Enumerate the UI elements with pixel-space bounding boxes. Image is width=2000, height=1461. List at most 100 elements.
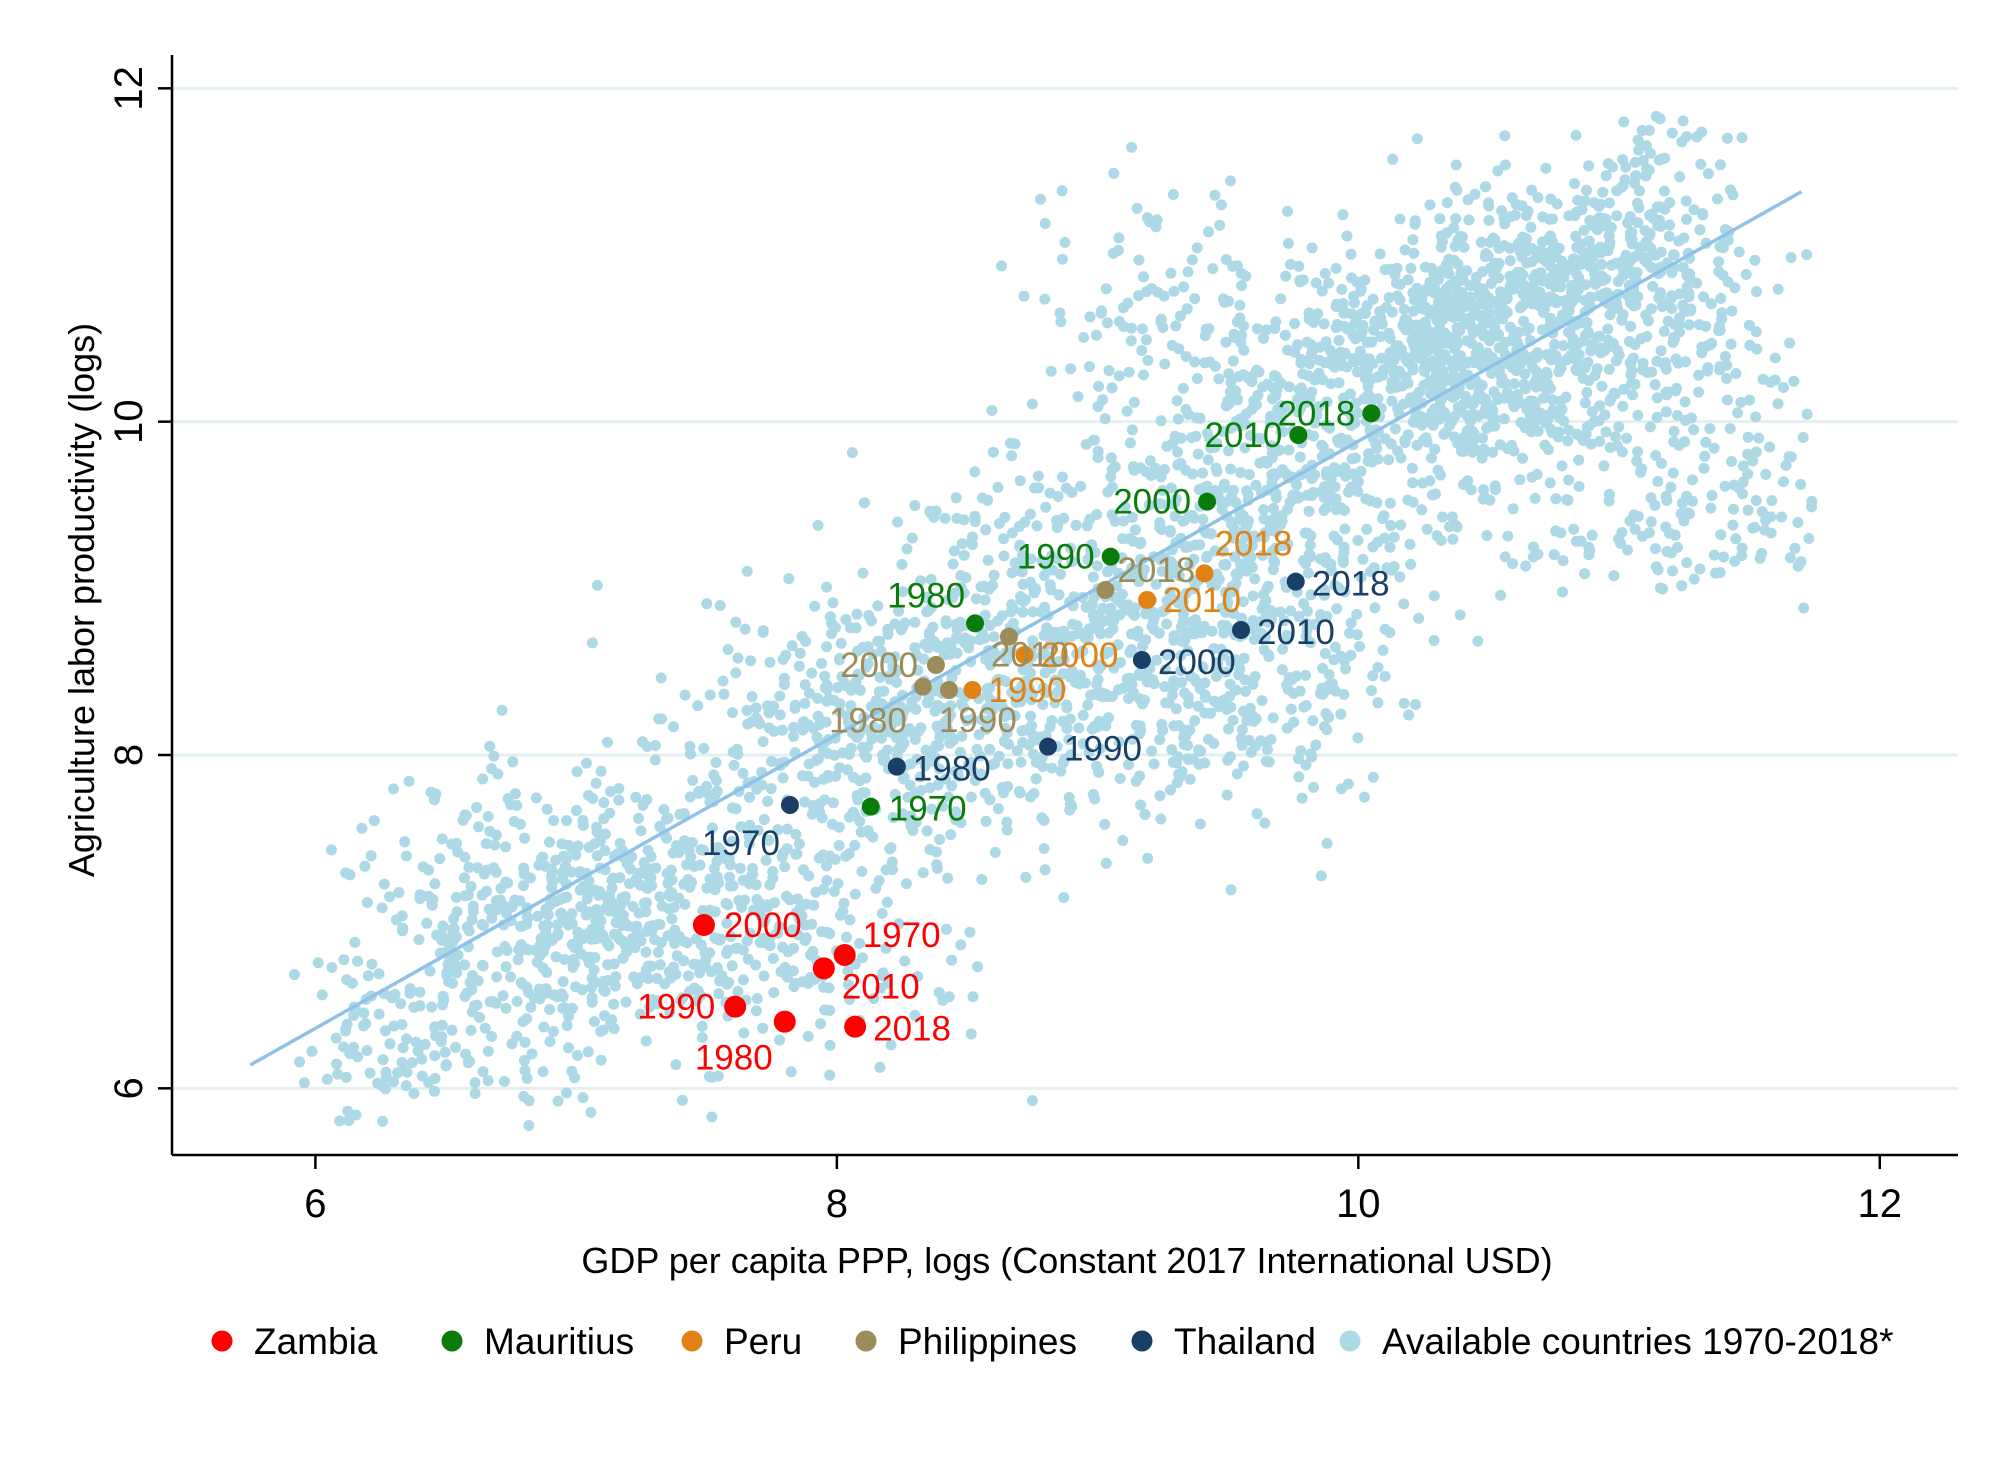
background-point: [1314, 553, 1326, 565]
background-point: [1331, 534, 1343, 546]
background-point: [1620, 161, 1632, 173]
background-point: [424, 965, 436, 977]
background-point: [1017, 606, 1029, 618]
background-point: [649, 934, 661, 946]
background-point: [1660, 406, 1672, 418]
background-point: [1283, 381, 1295, 393]
background-point: [779, 861, 791, 873]
background-point: [1221, 703, 1233, 715]
background-point: [934, 724, 945, 736]
background-point: [1708, 549, 1720, 561]
background-point: [980, 723, 992, 735]
background-point: [1665, 481, 1677, 493]
background-point: [595, 915, 607, 927]
background-point: [824, 928, 836, 940]
background-point: [980, 815, 992, 827]
background-point: [1747, 455, 1759, 467]
background-point: [1434, 213, 1446, 225]
background-point: [925, 573, 937, 585]
background-point: [1539, 370, 1551, 382]
background-point: [1225, 422, 1237, 434]
background-point: [1234, 566, 1246, 578]
background-point: [872, 600, 884, 612]
background-point: [683, 970, 694, 982]
background-point: [1379, 433, 1391, 445]
background-point: [1744, 394, 1756, 406]
background-point: [766, 755, 778, 767]
background-point: [412, 1045, 424, 1057]
background-point: [312, 957, 324, 969]
background-point: [768, 987, 780, 998]
background-point: [991, 675, 1003, 687]
background-point: [1279, 329, 1291, 341]
background-point: [1398, 598, 1410, 610]
background-point: [868, 721, 880, 733]
background-point: [998, 533, 1009, 545]
background-point: [1013, 786, 1025, 797]
background-point: [517, 1016, 529, 1028]
background-point: [1091, 760, 1102, 772]
background-point: [958, 701, 970, 713]
background-point: [1666, 127, 1678, 139]
background-point: [1291, 393, 1303, 405]
background-point: [465, 1024, 477, 1036]
background-point: [1672, 541, 1683, 553]
background-point: [1137, 698, 1148, 710]
background-point: [956, 538, 968, 550]
background-point: [466, 1006, 478, 1018]
background-point: [1245, 551, 1257, 563]
background-point: [1596, 380, 1608, 392]
background-point: [1198, 620, 1210, 632]
background-point: [1148, 758, 1160, 770]
background-point: [822, 769, 834, 781]
background-point: [588, 1016, 600, 1028]
background-point: [1175, 665, 1187, 677]
philippines-label-1990: 1990: [939, 701, 1017, 740]
background-point: [1082, 553, 1094, 565]
background-point: [1086, 598, 1098, 610]
background-point: [1550, 265, 1561, 277]
background-point: [877, 967, 889, 979]
background-point: [744, 878, 755, 890]
background-point: [1211, 568, 1223, 580]
background-point: [1632, 446, 1644, 458]
background-point: [316, 989, 328, 1001]
background-point: [1345, 617, 1357, 629]
background-point: [1769, 374, 1781, 386]
background-point: [566, 1002, 578, 1014]
background-point: [954, 616, 966, 628]
background-point: [581, 893, 593, 905]
background-point: [555, 893, 567, 905]
background-point: [1243, 469, 1255, 480]
background-point: [1189, 539, 1201, 551]
background-point: [1667, 565, 1678, 577]
background-point: [885, 1039, 897, 1051]
background-point: [678, 955, 690, 967]
background-point: [1250, 479, 1262, 491]
background-point: [1125, 335, 1137, 347]
background-point: [732, 748, 744, 760]
background-point: [1527, 551, 1539, 563]
background-point: [1080, 438, 1092, 450]
background-point: [1183, 510, 1195, 522]
background-point: [1325, 378, 1337, 390]
background-point: [958, 587, 970, 599]
background-point: [1561, 494, 1573, 506]
background-point: [1141, 212, 1153, 224]
background-point: [1306, 751, 1318, 763]
background-point: [1338, 689, 1350, 700]
background-point: [511, 995, 523, 1007]
background-point: [668, 901, 680, 913]
background-point: [1681, 557, 1693, 569]
background-point: [1611, 185, 1623, 197]
background-point: [1316, 285, 1328, 297]
background-point: [1300, 700, 1312, 712]
background-point: [1400, 354, 1412, 366]
background-point: [1608, 570, 1620, 582]
background-point: [1372, 697, 1384, 709]
background-point: [1105, 471, 1117, 483]
background-point: [924, 754, 936, 766]
peru-label-1990: 1990: [988, 671, 1066, 710]
philippines-point-1980: [913, 677, 932, 696]
background-point: [1754, 552, 1766, 564]
